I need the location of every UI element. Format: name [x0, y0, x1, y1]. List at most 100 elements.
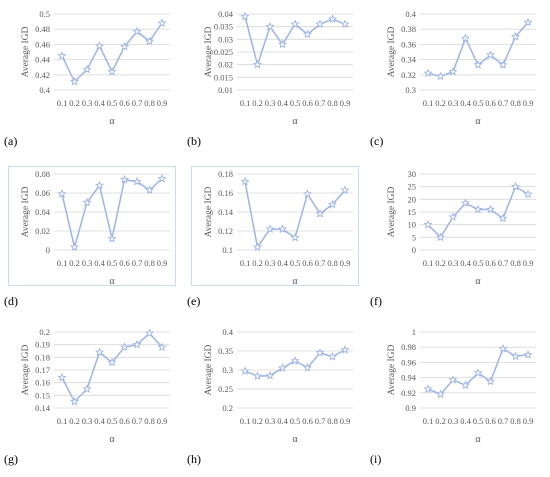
- x-tick-label: 0.4: [94, 416, 105, 426]
- x-tick-label: 0.6: [119, 416, 130, 426]
- y-tick-label: 0.92: [401, 388, 416, 398]
- data-point-marker: [315, 19, 325, 29]
- x-axis-label: α: [475, 116, 481, 127]
- x-tick-label: 0.4: [277, 258, 288, 268]
- y-axis-label: Average IGD: [204, 344, 214, 395]
- data-point-marker: [423, 384, 433, 393]
- chart-panel-3: 0.3 0.32 0.34 0.36 0.38 0.4 0.1 0.2 0.3 0.4 0.5 0.6…: [366, 0, 549, 158]
- y-axis-label: Average IGD: [387, 26, 397, 77]
- chart-panel-6: 0 5 10 15 20 25 30 0.1 0.2 0.3 0.4 0.5 0.6 0.7 0.8 0.9 A…: [366, 160, 549, 318]
- x-tick-label: 0.3: [82, 258, 93, 268]
- data-point-marker: [240, 176, 250, 186]
- y-tick-label: 0: [46, 245, 50, 255]
- chart-panel-4: 0 0.02 0.04 0.06 0.08 0.1 0.2 0.3 0.4 0.5 0.6 0.7 0.…: [0, 160, 183, 318]
- data-point-marker: [144, 328, 155, 338]
- x-tick-label: 0.2: [69, 258, 80, 268]
- x-tick-label: 0.6: [119, 98, 130, 108]
- x-tick-label: 0.2: [252, 258, 263, 268]
- data-point-marker: [69, 396, 80, 406]
- data-point-marker: [157, 342, 167, 352]
- x-tick-label: 0.3: [265, 258, 276, 268]
- x-tick-label: 0.4: [277, 98, 288, 108]
- x-axis-label: α: [292, 276, 298, 287]
- data-point-marker: [69, 76, 80, 86]
- data-point-marker: [94, 180, 105, 190]
- line-chart-6: 0 5 10 15 20 25 30 0.1 0.2 0.3 0.4 0.5 0.6 0.7 0.8 0.9 A…: [387, 169, 536, 287]
- data-point-marker: [69, 242, 80, 252]
- y-tick-label: 0.25: [218, 384, 233, 394]
- x-tick-label: 0.5: [107, 416, 118, 426]
- y-tick-label: 0.15: [35, 390, 50, 400]
- data-point-marker: [510, 32, 521, 41]
- data-point-marker: [485, 50, 496, 59]
- panel-label: (g): [4, 452, 18, 466]
- data-point-marker: [448, 375, 458, 384]
- x-tick-label: 0.6: [302, 98, 313, 108]
- y-tick-label: 0.2: [222, 403, 233, 413]
- data-point-marker: [473, 60, 483, 69]
- x-tick-label: 0.5: [290, 98, 301, 108]
- y-tick-label: 0.32: [401, 70, 416, 80]
- x-tick-label: 0.8: [144, 258, 155, 268]
- panel-label: (f): [370, 294, 382, 308]
- data-point-marker: [94, 347, 105, 357]
- x-tick-label: 0.5: [473, 416, 484, 426]
- y-tick-label: 0.06: [35, 188, 50, 198]
- x-tick-label: 0.7: [315, 98, 326, 108]
- data-point-marker: [302, 362, 313, 372]
- x-tick-label: 0.1: [423, 416, 434, 426]
- data-point-marker: [473, 204, 483, 214]
- x-tick-label: 0.6: [119, 258, 130, 268]
- panel-label: (i): [370, 452, 382, 466]
- x-tick-label: 0.1: [57, 416, 68, 426]
- data-point-marker: [107, 233, 117, 243]
- x-tick-label: 0.1: [423, 98, 434, 108]
- x-tick-label: 0.8: [510, 416, 521, 426]
- data-point-marker: [315, 348, 325, 357]
- data-point-marker: [144, 36, 155, 46]
- x-tick-label: 0.3: [82, 416, 93, 426]
- data-point-marker: [448, 212, 458, 221]
- x-tick-label: 0.3: [82, 98, 93, 108]
- data-point-marker: [435, 71, 446, 81]
- data-point-marker: [340, 19, 350, 29]
- data-point-marker: [57, 372, 67, 382]
- data-point-marker: [57, 189, 67, 198]
- y-tick-label: 0.98: [401, 342, 416, 352]
- line-chart-2: 0.01 0.015 0.02 0.025 0.03 0.035 0.04 0.1 0.2 0.3…: [204, 9, 353, 127]
- data-point-marker: [82, 384, 92, 393]
- x-tick-label: 0.2: [435, 416, 446, 426]
- x-tick-label: 0.4: [94, 258, 105, 268]
- x-tick-label: 0.4: [460, 416, 471, 426]
- data-point-marker: [498, 213, 508, 223]
- data-point-marker: [340, 345, 350, 354]
- x-tick-label: 0.6: [302, 416, 313, 426]
- y-tick-label: 0.96: [401, 357, 416, 367]
- x-tick-label: 0.7: [132, 98, 143, 108]
- y-tick-label: 0.16: [35, 378, 50, 388]
- data-point-marker: [265, 370, 275, 380]
- x-tick-label: 0.1: [423, 258, 434, 268]
- data-point-marker: [485, 376, 496, 386]
- x-tick-label: 0.5: [107, 98, 118, 108]
- data-point-marker: [265, 21, 275, 31]
- y-tick-label: 0.18: [35, 352, 50, 362]
- data-point-marker: [448, 66, 458, 76]
- data-point-marker: [315, 209, 325, 218]
- y-tick-label: 0.02: [218, 60, 233, 70]
- x-tick-label: 0.9: [523, 98, 534, 108]
- data-point-marker: [132, 176, 142, 186]
- x-tick-label: 0.2: [69, 416, 80, 426]
- panel-label: (h): [187, 452, 201, 466]
- data-point-marker: [302, 29, 313, 39]
- data-point-marker: [498, 60, 508, 69]
- x-tick-label: 0.1: [57, 258, 68, 268]
- x-tick-label: 0.1: [240, 258, 251, 268]
- x-tick-label: 0.7: [132, 416, 143, 426]
- chart-panel-9: 0.9 0.92 0.94 0.96 0.98 1 0.1 0.2 0.3 0.4 0.5 0.6 0.…: [366, 318, 549, 476]
- x-axis-label: α: [109, 276, 115, 287]
- x-tick-label: 0.9: [157, 98, 168, 108]
- y-axis-label: Average IGD: [21, 26, 31, 77]
- x-tick-label: 0.3: [265, 416, 276, 426]
